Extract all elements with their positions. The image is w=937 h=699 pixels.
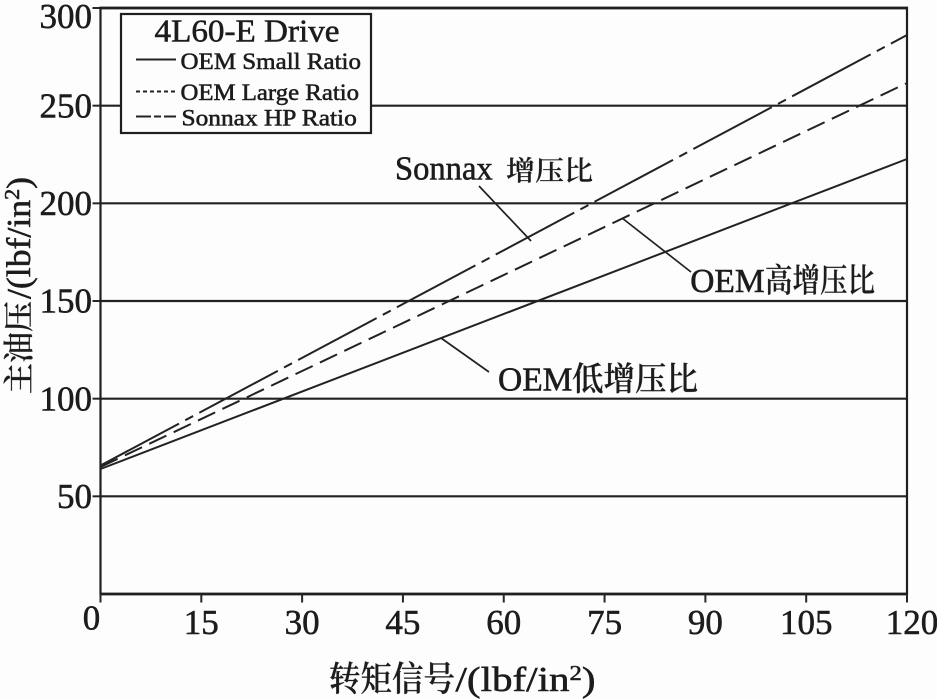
svg-text:45: 45 [385, 603, 420, 642]
svg-text:30: 30 [285, 603, 320, 642]
svg-text:100: 100 [40, 379, 93, 418]
svg-text:OEM: OEM [690, 263, 765, 300]
svg-text:75: 75 [587, 603, 622, 642]
svg-text:90: 90 [688, 603, 723, 642]
svg-text:300: 300 [40, 0, 93, 36]
svg-text:OEM: OEM [498, 362, 573, 399]
svg-text:150: 150 [40, 282, 93, 321]
svg-text:0: 0 [83, 599, 101, 638]
svg-text:4L60-E Drive: 4L60-E Drive [155, 14, 340, 49]
svg-text:250: 250 [40, 86, 93, 125]
svg-text:OEM Small Ratio: OEM Small Ratio [181, 49, 362, 75]
svg-text:60: 60 [486, 603, 521, 642]
svg-text:OEM Large Ratio: OEM Large Ratio [181, 80, 360, 106]
svg-text:15: 15 [184, 603, 219, 642]
svg-text:200: 200 [40, 184, 93, 223]
svg-text:Sonnax HP Ratio: Sonnax HP Ratio [182, 105, 357, 131]
svg-text:50: 50 [57, 477, 92, 516]
svg-text:120: 120 [886, 603, 937, 642]
svg-text:105: 105 [780, 603, 833, 642]
svg-text:Sonnax: Sonnax [395, 151, 493, 188]
